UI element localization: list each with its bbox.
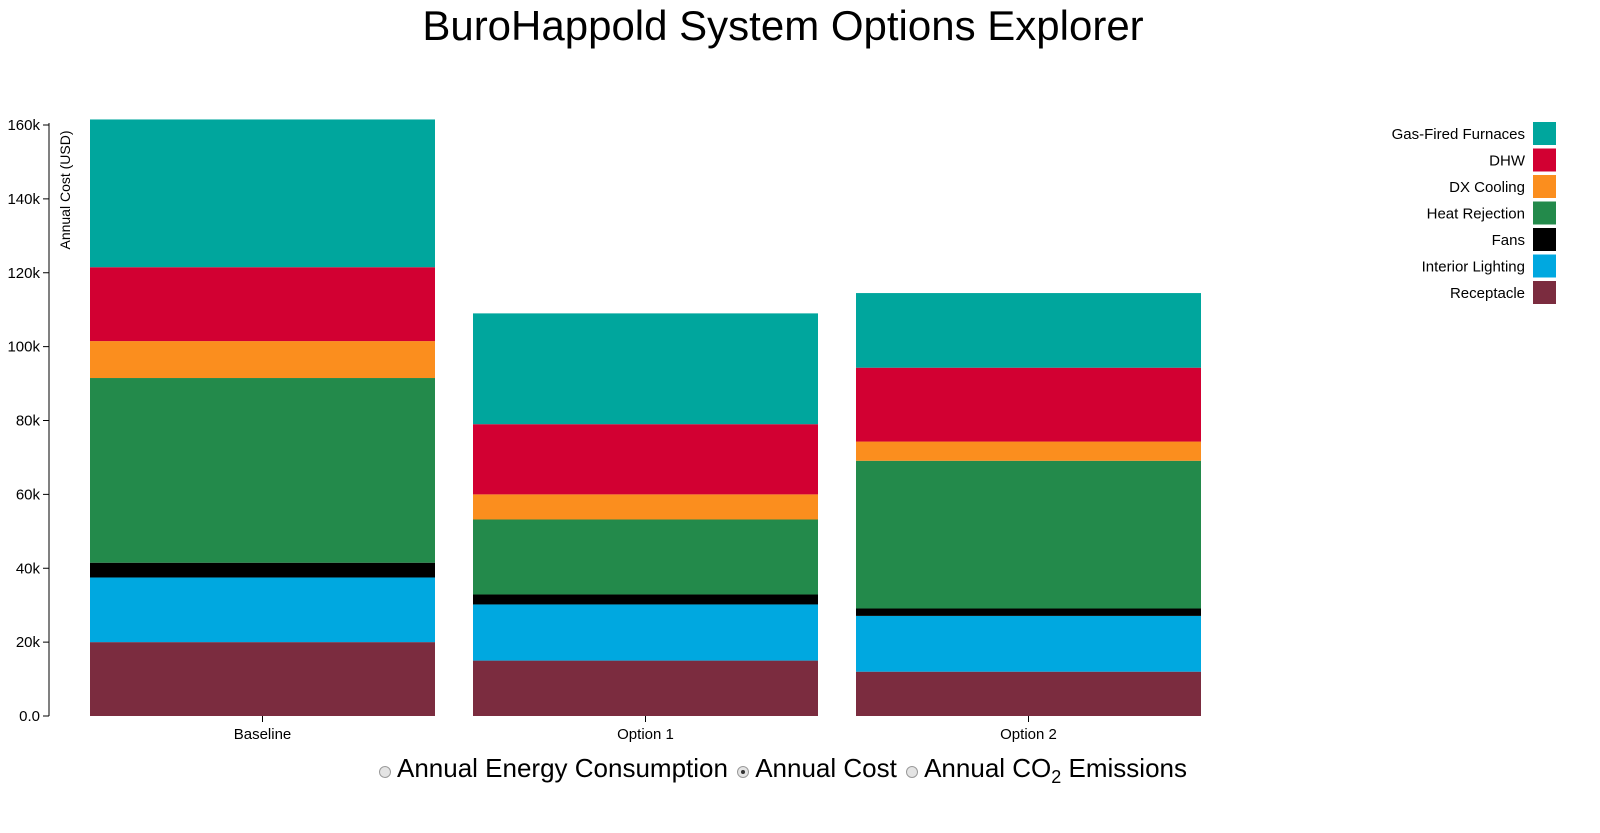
energy-radio[interactable] [378,766,391,778]
legend-swatch-heat-rejection [1533,201,1556,225]
y-tick-label: 80k [16,413,41,430]
legend-swatch-dhw [1533,148,1556,172]
bar-segment-baseline-interior-lighting[interactable] [90,577,435,643]
bar-segment-option-2-gas-fired-furnaces[interactable] [856,293,1201,368]
bar-segment-option-2-heat-rejection[interactable] [856,460,1201,609]
bar-segment-option-1-fans[interactable] [473,594,818,605]
bar-segment-option-2-dx-cooling[interactable] [856,441,1201,461]
bar-segment-option-1-heat-rejection[interactable] [473,519,818,595]
legend-label-dx-cooling: DX Cooling [1449,179,1525,196]
bar-segment-option-1-interior-lighting[interactable] [473,604,818,661]
y-tick-label: 0.0 [19,708,40,725]
y-tick-label: 20k [16,634,41,651]
metric-selector: Annual Energy Consumption Annual Cost An… [0,753,1566,787]
legend-swatch-fans [1533,228,1556,251]
bar-segment-baseline-dx-cooling[interactable] [90,341,435,379]
bar-segment-option-2-dhw[interactable] [856,367,1201,442]
page-title: BuroHappold System Options Explorer [422,2,1144,49]
bar-segment-baseline-fans[interactable] [90,562,435,578]
y-tick-label: 120k [7,265,40,282]
legend-swatch-receptacle [1533,281,1556,304]
legend-swatch-interior-lighting [1533,254,1556,278]
bar-segment-option-2-fans[interactable] [856,608,1201,616]
x-tick-label-option-1: Option 1 [617,726,674,743]
bar-segment-baseline-dhw[interactable] [90,267,435,342]
cost-radio[interactable] [737,766,750,778]
y-axis-title: Annual Cost (USD) [57,130,73,249]
legend-label-gas-fired-furnaces: Gas-Fired Furnaces [1392,126,1525,143]
energy-option-label: Annual Energy Consumption [396,753,728,783]
bar-segment-option-1-receptacle[interactable] [473,660,818,716]
x-tick-label-option-2: Option 2 [1000,726,1057,743]
bar-segment-option-1-gas-fired-furnaces[interactable] [473,313,818,425]
legend-label-heat-rejection: Heat Rejection [1427,206,1525,223]
metric-option-cost[interactable]: Annual Cost [737,753,897,784]
bar-segment-option-2-receptacle[interactable] [856,671,1201,716]
metric-option-co2[interactable]: Annual CO2 Emissions [906,753,1187,787]
x-tick-label-baseline: Baseline [234,726,292,743]
y-tick-label: 160k [7,117,40,134]
y-tick-label: 60k [16,486,41,503]
bar-segment-option-1-dhw[interactable] [473,424,818,495]
y-tick-label: 140k [7,191,40,208]
y-tick-label: 100k [7,339,40,356]
bar-segment-baseline-receptacle[interactable] [90,642,435,716]
y-axis: 0.0 20k 40k 60k 80k 100k 120k 140k 160k [7,117,50,725]
metric-option-energy[interactable]: Annual Energy Consumption [378,753,728,784]
bars-layer [90,119,1201,716]
legend-label-dhw: DHW [1489,153,1526,170]
bar-segment-baseline-gas-fired-furnaces[interactable] [90,119,435,268]
legend-label-interior-lighting: Interior Lighting [1422,259,1525,276]
bar-segment-baseline-heat-rejection[interactable] [90,378,435,563]
legend: Gas-Fired Furnaces DHW DX Cooling Heat Reje… [1392,122,1556,304]
y-tick-label: 40k [16,560,41,577]
co2-option-label: Annual CO2 Emissions [924,753,1187,787]
bar-segment-option-1-dx-cooling[interactable] [473,494,818,520]
cost-option-label: Annual Cost [755,753,897,783]
legend-swatch-gas-fired-furnaces [1533,122,1556,145]
bar-segment-option-2-interior-lighting[interactable] [856,615,1201,672]
x-axis: Baseline Option 1 Option 2 [234,716,1057,743]
legend-swatch-dx-cooling [1533,175,1556,198]
legend-label-receptacle: Receptacle [1450,285,1525,302]
co2-radio[interactable] [906,766,919,778]
legend-label-fans: Fans [1492,232,1525,249]
